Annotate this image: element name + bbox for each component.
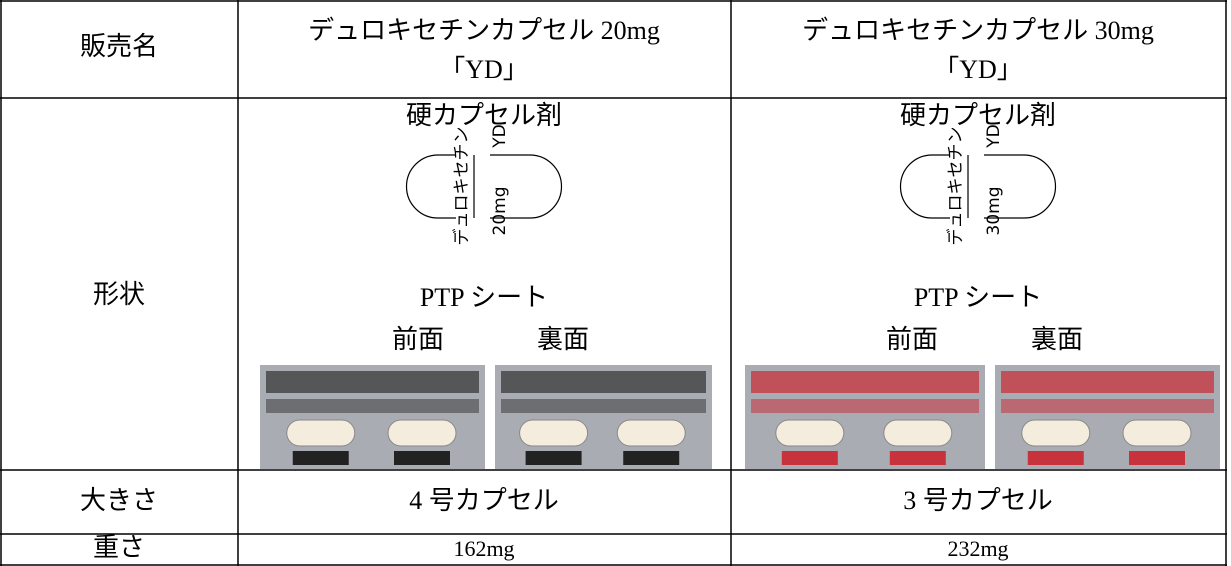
ptp-photo: [745, 365, 985, 469]
print-band: [751, 371, 979, 393]
ptp-side: 前面: [886, 325, 938, 354]
ptp-side: 前面: [392, 325, 444, 354]
capsule: [1021, 419, 1091, 447]
row-label: 重さ: [93, 533, 145, 562]
ptp-photo: [995, 365, 1220, 469]
blister-label: [1129, 451, 1185, 465]
imprint: YD: [984, 124, 1004, 148]
blister-label: [781, 451, 838, 465]
weight-value: 162mg: [453, 536, 514, 561]
capsule-outline: [405, 154, 563, 219]
form: 硬カプセル剤: [406, 101, 562, 130]
ptp-side: 裏面: [537, 325, 589, 354]
size-value: 3 号カプセル: [903, 486, 1053, 515]
row-label: 大きさ: [80, 486, 158, 515]
print-band: [266, 371, 479, 393]
capsule: [883, 419, 953, 447]
ptp-photo: [260, 365, 485, 469]
row-label: 形状: [93, 280, 145, 309]
print-band: [501, 399, 706, 413]
ptp-side: 裏面: [1031, 325, 1083, 354]
capsule-outline: [932, 154, 1024, 219]
capsule: [286, 419, 356, 447]
imprint: 20mg: [490, 187, 510, 236]
blister-label: [525, 451, 582, 465]
print-band: [266, 399, 479, 413]
blister-label: [1027, 451, 1084, 465]
capsule: [1122, 419, 1192, 447]
ptp-title: PTP シート: [420, 283, 548, 312]
form: 硬カプセル剤: [900, 101, 1056, 130]
imprint: デュロキセチン: [451, 127, 472, 246]
print-band: [751, 399, 979, 413]
row-label: 販売名: [80, 32, 158, 61]
capsule-outline: [899, 154, 1057, 219]
imprint: 30mg: [984, 187, 1004, 236]
ptp-title: PTP シート: [914, 283, 1042, 312]
product-name: デュロキセチンカプセル 30mg: [802, 16, 1154, 45]
product-name: 「YD」: [439, 55, 529, 84]
blister-label: [623, 451, 680, 465]
ptp-photo: [495, 365, 712, 469]
capsule: [519, 419, 589, 447]
size-value: 4 号カプセル: [409, 486, 559, 515]
product-name: 「YD」: [933, 55, 1023, 84]
print-band: [1001, 399, 1214, 413]
capsule: [387, 419, 457, 447]
blister-label: [292, 451, 349, 465]
capsule-outline: [438, 154, 530, 219]
imprint: YD: [490, 124, 510, 148]
print-band: [501, 371, 706, 393]
product-name: デュロキセチンカプセル 20mg: [308, 16, 660, 45]
imprint: デュロキセチン: [945, 127, 966, 246]
capsule: [775, 419, 845, 447]
print-band: [1001, 371, 1214, 393]
weight-value: 232mg: [947, 536, 1008, 561]
blister-label: [394, 451, 450, 465]
capsule: [616, 419, 686, 447]
blister-label: [889, 451, 946, 465]
